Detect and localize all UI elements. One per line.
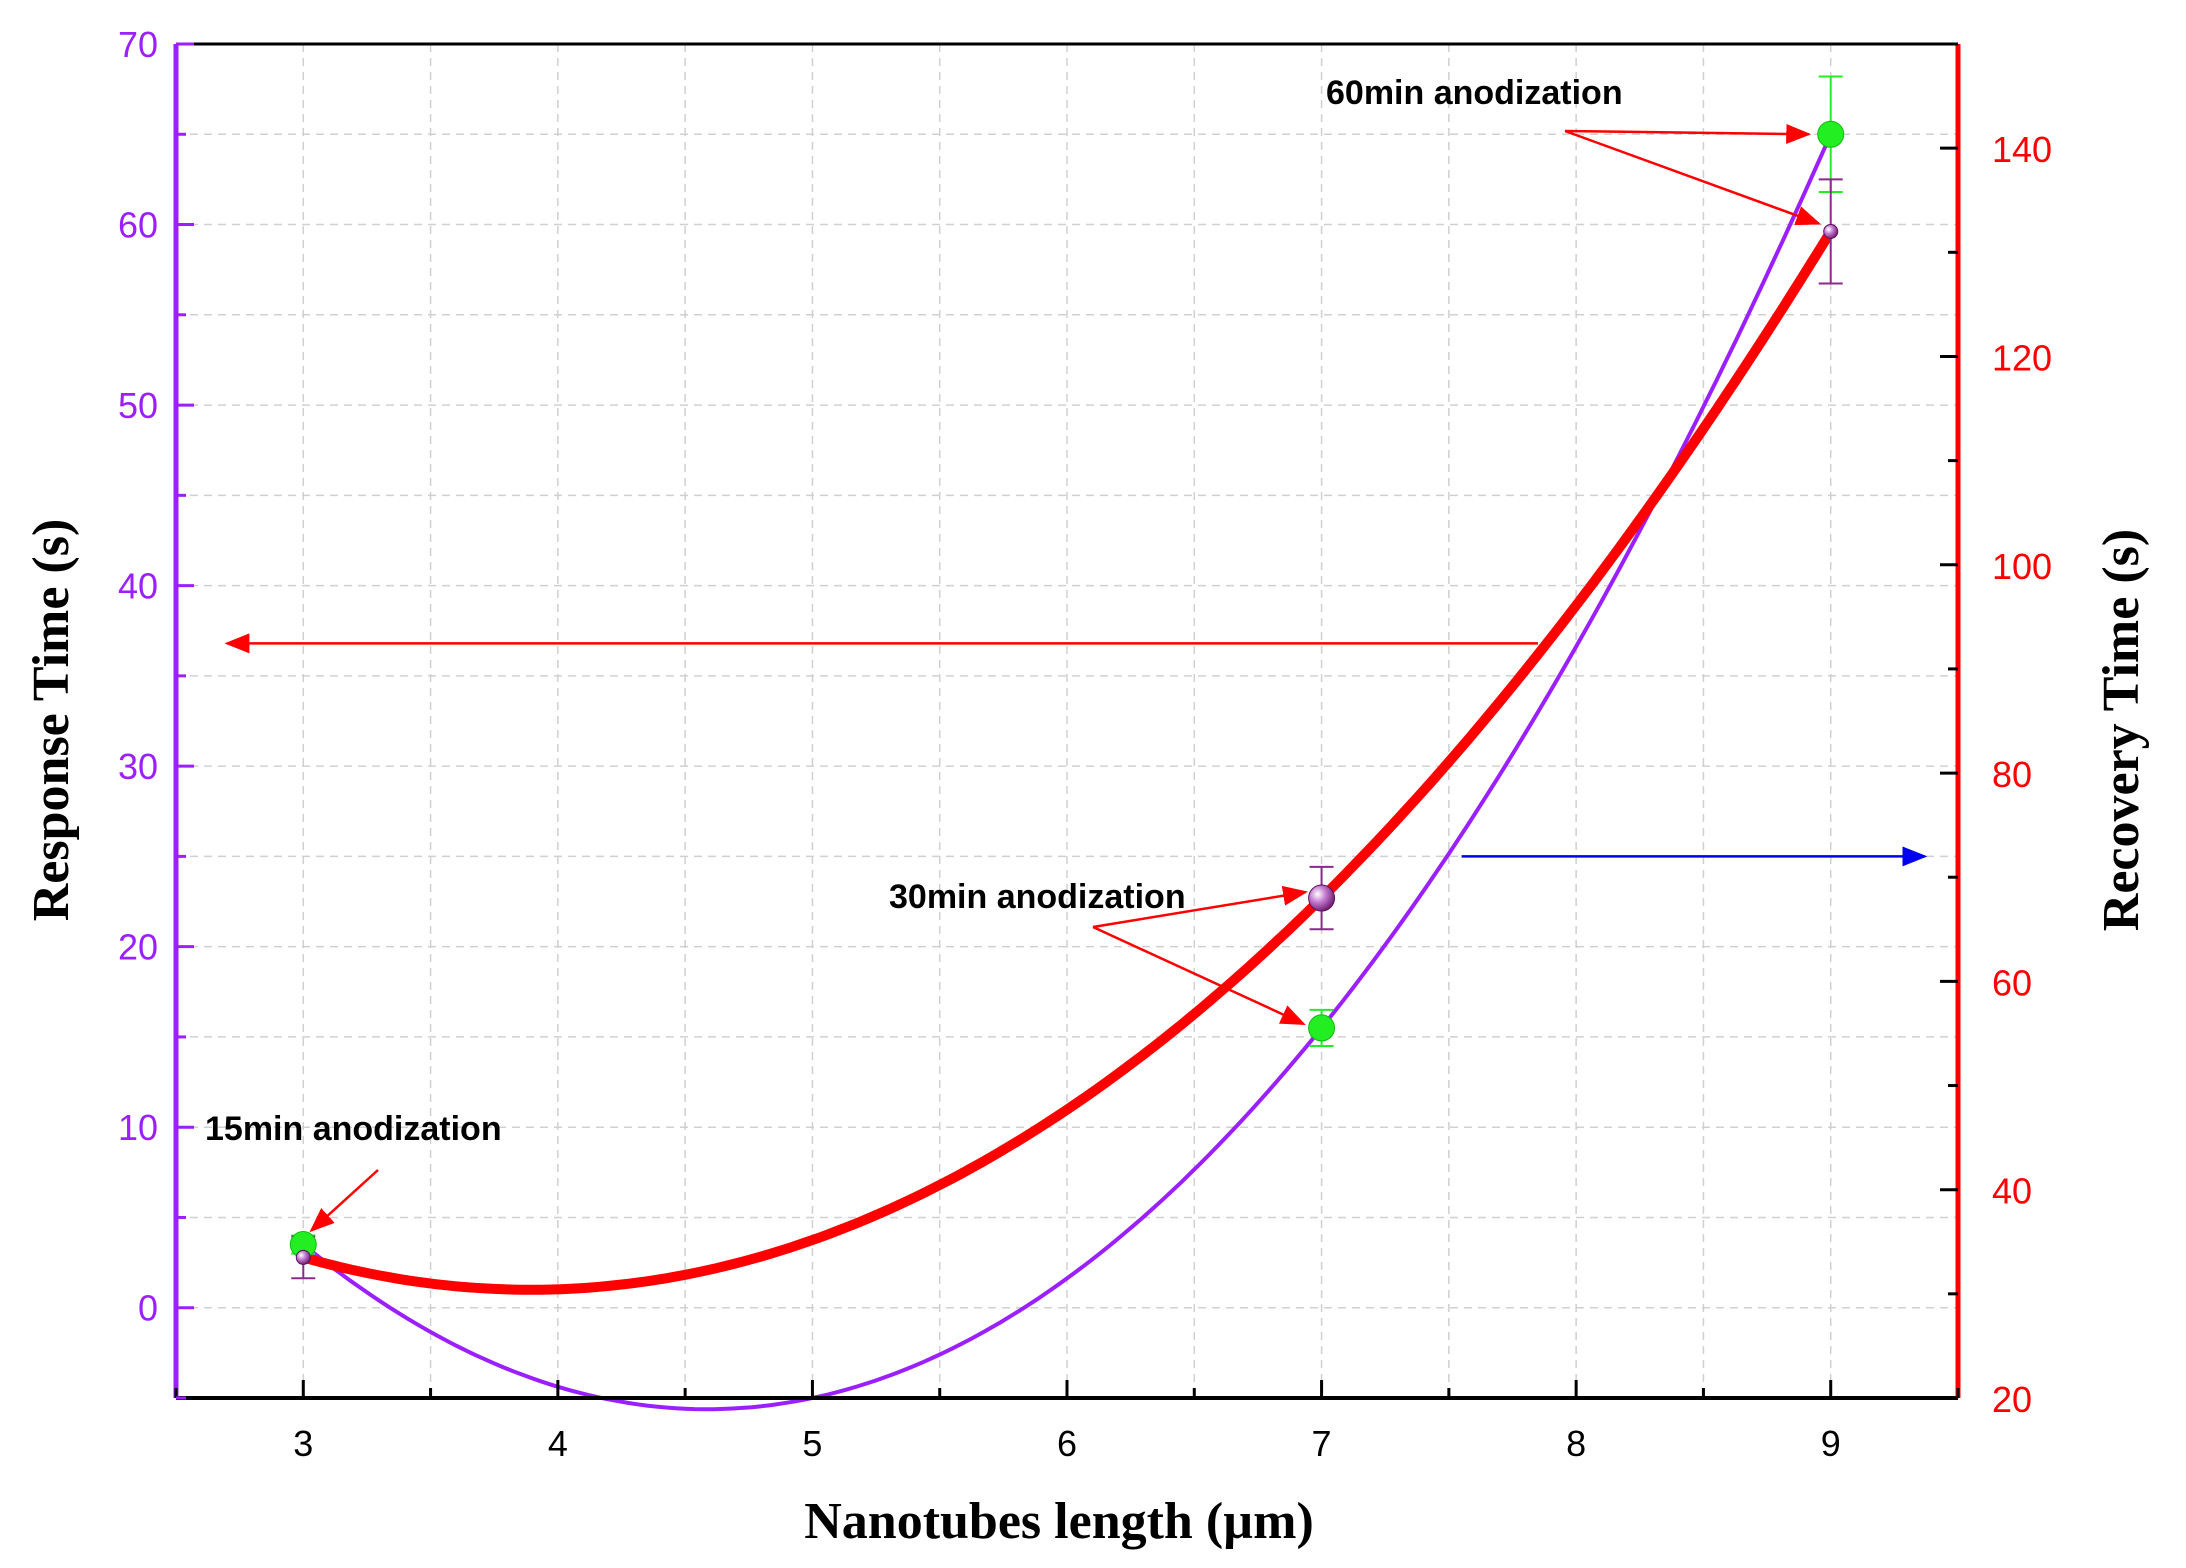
y-left-tick-label: 50	[118, 385, 158, 426]
annotation-30min: 30min anodization	[889, 878, 1186, 916]
y-axis-left-title: Response Time (s)	[23, 519, 80, 922]
x-tick-label: 7	[1312, 1423, 1332, 1464]
response-point	[1817, 120, 1845, 148]
y-left-tick-label: 10	[118, 1107, 158, 1148]
series-markers	[289, 75, 1845, 1280]
y-right-tick-label: 80	[1992, 754, 2032, 795]
y-left-tick-label: 70	[118, 24, 158, 65]
annotation-60min: 60min anodization	[1326, 74, 1623, 112]
y-right-tick-label: 60	[1992, 962, 2032, 1003]
recovery-point	[1308, 884, 1336, 912]
x-tick-label: 8	[1566, 1423, 1586, 1464]
annotations: 15min anodization 30min anodization 60mi…	[205, 74, 1928, 1233]
recovery-time-curve	[298, 226, 1836, 1295]
x-tick-label: 3	[293, 1423, 313, 1464]
y-left-tick-label: 20	[118, 927, 158, 968]
x-tick-label: 9	[1821, 1423, 1841, 1464]
annotation-arrow-30min-response	[1092, 925, 1306, 1026]
x-tick-label: 5	[802, 1423, 822, 1464]
y-right-tick-label: 120	[1992, 337, 2052, 378]
y-right-tick-label: 100	[1992, 546, 2052, 587]
axes: 3 4 5 6 7 8 9 0 10 20 30 40 50 60 70 20 40 60 80 100 120 140	[118, 24, 2052, 1464]
y-axis-right-title: Recovery Time (s)	[2093, 529, 2150, 931]
annotation-15min: 15min anodization	[205, 1110, 502, 1148]
y-left-tick-label: 0	[138, 1288, 158, 1329]
x-tick-label: 6	[1057, 1423, 1077, 1464]
x-tick-label: 4	[548, 1423, 568, 1464]
y-left-tick-label: 40	[118, 566, 158, 607]
x-axis-title: Nanotubes length (µm)	[804, 1493, 1314, 1550]
y-left-tick-label: 30	[118, 746, 158, 787]
y-right-tick-label: 140	[1992, 129, 2052, 170]
annotation-arrow-30min-recovery	[1092, 885, 1309, 929]
annotation-arrow-15min	[309, 1169, 379, 1233]
y-right-tick-label: 20	[1992, 1379, 2032, 1420]
response-point	[1308, 1014, 1336, 1042]
y-right-tick-label: 40	[1992, 1171, 2032, 1212]
recovery-point	[295, 1249, 311, 1265]
annotation-arrow-60min-recovery	[1564, 129, 1822, 226]
grid	[176, 44, 1958, 1398]
annotation-arrow-60min-response	[1564, 123, 1812, 144]
y-left-tick-label: 60	[118, 205, 158, 246]
recovery-point	[1823, 223, 1839, 239]
